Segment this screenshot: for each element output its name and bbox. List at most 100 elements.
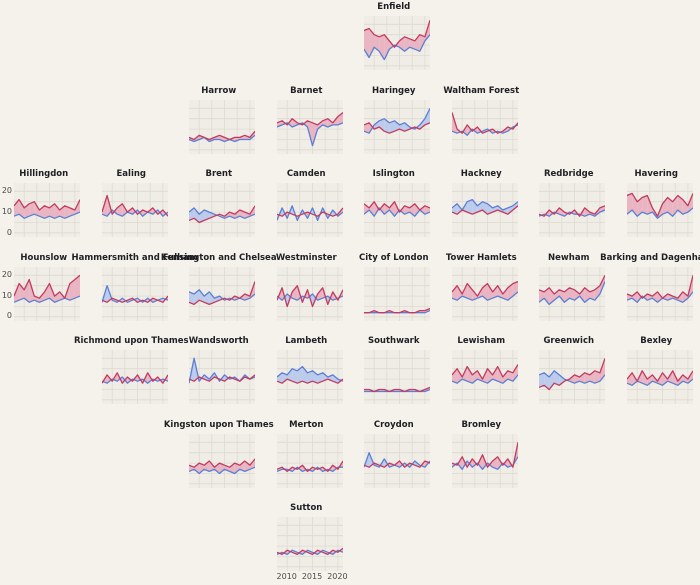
panel-sutton: Sutton 2010 2015 2020 [263,501,351,585]
panel-title: Hillingdon [19,169,69,179]
panel-richmond-upon-thames: Richmond upon Thames [74,334,189,418]
panel-plot-area [189,99,255,154]
panel-westminster: Westminster [263,251,351,335]
y-axis-tick-label: 10 [1,207,12,217]
panel-plot-area [539,266,605,321]
panel-plot [626,266,693,321]
panel-tower-hamlets: Tower Hamlets [438,251,526,335]
panel-plot-area [451,266,518,321]
panel-plot-area [276,517,343,571]
panel-plot-area [364,183,430,237]
panel-merton: Merton [263,418,351,502]
panel-lewisham: Lewisham [438,334,526,418]
panel-plot [626,350,693,404]
panel-plot [101,350,168,404]
panel-hackney: Hackney [438,167,526,251]
panel-plot-area [626,350,693,404]
panel-plot [14,266,80,321]
panel-plot-area [189,266,255,321]
panel-plot [451,183,518,237]
panel-lambeth: Lambeth [263,334,351,418]
panel-hillingdon: Hillingdon 20 10 0 [0,167,88,251]
panel-title: Lambeth [285,336,328,346]
panel-plot-area [364,266,430,321]
panel-plot [539,350,605,404]
panel-title: Ealing [116,169,146,179]
y-axis-tick-label: 10 [1,290,12,300]
panel-plot [276,266,343,321]
panel-title: Havering [634,169,678,179]
panel-islington: Islington [350,167,438,251]
panel-plot [364,99,430,154]
panel-plot [364,350,430,404]
panel-plot [101,266,168,321]
panel-title: Merton [289,419,324,430]
panel-title: Waltham Forest [443,85,520,96]
panel-bexley: Bexley [613,334,700,418]
x-axis-tick-label: 2015 [301,572,323,581]
panel-plot [539,266,605,321]
panel-hammersmith-and-fulham: Hammersmith and Fulham [72,251,198,335]
x-axis-tick-label: 2020 [327,572,348,581]
y-axis-tick-label: 20 [1,186,12,196]
panel-plot [189,350,255,404]
panel-barking-and-dagenham: Barking and Dagenham [600,251,700,335]
panel-title: Newham [548,252,590,263]
panel-title: Southwark [367,336,420,346]
panel-plot [189,266,255,321]
panel-enfield: Enfield [350,0,438,84]
panel-plot-area [539,183,605,237]
panel-title: Lewisham [457,336,506,346]
panel-plot-area [364,433,430,488]
panel-plot-area [451,350,518,404]
panel-plot-area [101,266,168,321]
panel-title: Bromley [461,419,502,430]
panel-plot [101,183,168,237]
panel-title: Redbridge [543,169,594,179]
panel-title: Sutton [290,503,323,513]
panel-haringey: Haringey [350,84,438,168]
panel-plot-area [364,16,430,70]
panel-kingston-upon-thames: Kingston upon Thames [164,418,274,502]
panel-plot [364,183,430,237]
panel-plot [276,350,343,404]
panel-title: Greenwich [543,336,595,346]
panel-plot-area [276,350,343,404]
panel-title: Westminster [275,252,337,263]
x-axis-tick-labels: 2010 2015 2020 [263,571,351,583]
panel-plot-area [276,266,343,321]
panel-title: Richmond upon Thames [73,336,189,346]
panel-title: Wandsworth [188,336,249,346]
panel-plot-area [451,183,518,237]
panel-plot [189,99,255,154]
panel-plot-area [276,183,343,237]
panel-plot [14,183,80,237]
panel-plot-area [451,433,518,488]
y-axis-tick-label: 0 [6,311,12,321]
panel-plot-area [626,266,693,321]
panel-croydon: Croydon [350,418,438,502]
panel-plot-area [189,183,255,237]
panel-title: Croydon [373,419,414,430]
panel-plot-area [539,350,605,404]
panel-bromley: Bromley [438,418,526,502]
panel-plot-area [276,433,343,488]
panel-title: Haringey [372,85,416,96]
panel-camden: Camden [263,167,351,251]
panel-plot [451,99,518,154]
panel-newham: Newham [525,251,613,335]
panel-plot-area: 20 10 0 [2,183,80,237]
panel-plot-area: 20 10 0 [2,266,80,321]
panel-title: Enfield [377,2,411,12]
panel-city-of-london: City of London [350,251,438,335]
panel-plot [626,183,693,237]
panel-title: Brent [205,169,233,179]
panel-plot [189,183,255,237]
panel-plot-area [101,183,168,237]
panel-title: Bexley [640,336,673,346]
panel-brent: Brent [175,167,263,251]
panel-greenwich: Greenwich [525,334,613,418]
panel-plot [364,16,430,70]
panel-title: Barnet [290,85,323,96]
panel-plot [364,433,430,488]
